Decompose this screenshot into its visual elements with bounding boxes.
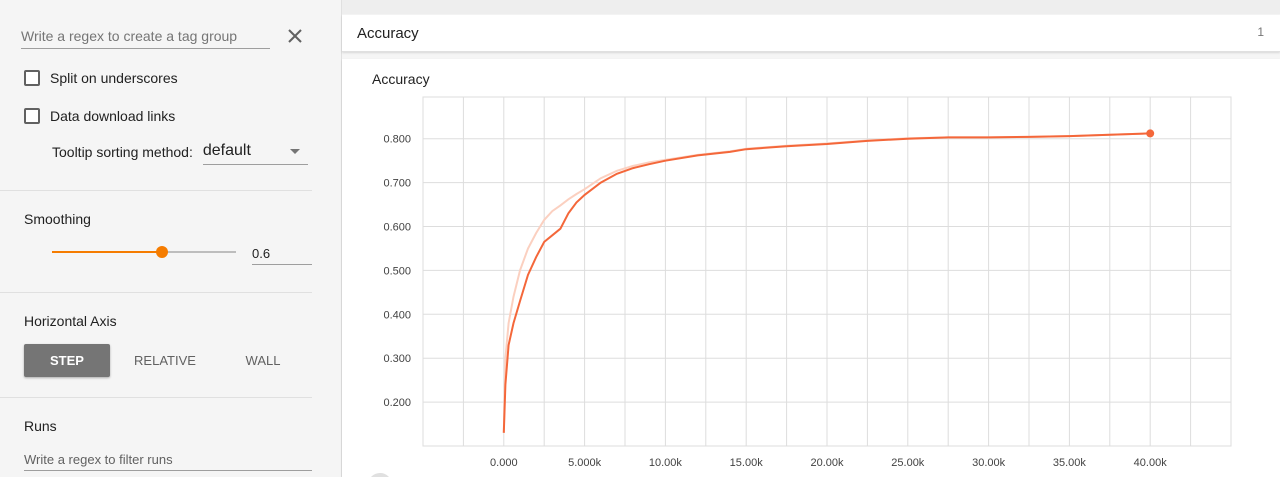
x-tick-label: 40.00k (1134, 457, 1168, 469)
tooltip-sorting-value: default (202, 141, 251, 159)
smoothing-slider[interactable] (52, 244, 236, 260)
tag-group-header[interactable]: Accuracy 1 (342, 15, 1280, 52)
chart-card: Accuracy 0.000 5.000k 10.00k 15.00k 20.00k 25… (342, 59, 1280, 477)
y-tick-label: 0.700 (383, 178, 411, 190)
axis-relative-button[interactable]: RELATIVE (134, 353, 196, 368)
smoothed-series-line (502, 132, 1151, 433)
x-tick-label: 5.000k (568, 457, 602, 469)
y-tick-label: 0.600 (383, 222, 411, 234)
expand-icon[interactable] (368, 473, 392, 477)
x-tick-label: 30.00k (972, 457, 1006, 469)
y-tick-label: 0.800 (383, 134, 411, 146)
x-tick-label: 15.00k (730, 457, 764, 469)
axis-wall-button[interactable]: WALL (245, 353, 281, 368)
x-tick-label: 35.00k (1053, 457, 1087, 469)
tooltip-sorting-row: Tooltip sorting method: default (52, 140, 308, 165)
y-tick-label: 0.200 (383, 397, 411, 409)
close-icon[interactable] (285, 26, 305, 46)
data-download-links-label: Data download links (50, 108, 176, 124)
split-on-underscores-label: Split on underscores (50, 70, 178, 86)
accuracy-chart[interactable]: 0.000 5.000k 10.00k 15.00k 20.00k 25.00k 30.00… (342, 59, 1280, 477)
tooltip-sorting-label: Tooltip sorting method: (52, 144, 193, 160)
checkbox-icon[interactable] (24, 108, 40, 124)
divider (0, 190, 312, 191)
y-tick-label: 0.500 (383, 265, 411, 277)
x-tick-label: 25.00k (891, 457, 925, 469)
chart-title: Accuracy (372, 71, 430, 87)
x-tick-label: 10.00k (649, 457, 683, 469)
slider-fill (52, 251, 163, 253)
smoothing-title: Smoothing (24, 211, 91, 227)
top-strip (342, 0, 1280, 14)
runs-filter-input[interactable] (24, 448, 312, 471)
divider (0, 292, 312, 293)
tag-regex-row (21, 18, 311, 50)
y-tick-label: 0.400 (383, 309, 411, 321)
sidebar: Split on underscores Data download links… (0, 0, 342, 477)
chevron-down-icon (289, 148, 300, 154)
tag-group-title: Accuracy (357, 25, 419, 42)
smoothing-value-input[interactable] (252, 242, 312, 265)
slider-thumb[interactable] (156, 246, 169, 258)
x-tick-label: 0.000 (490, 457, 518, 469)
runs-title: Runs (24, 418, 57, 434)
x-tick-label: 20.00k (810, 457, 844, 469)
axis-step-button[interactable]: STEP (24, 344, 110, 377)
divider (0, 397, 312, 398)
data-download-links-checkbox[interactable]: Data download links (24, 106, 175, 126)
checkbox-icon[interactable] (24, 70, 40, 86)
tooltip-sorting-select[interactable]: default (202, 140, 308, 165)
split-on-underscores-checkbox[interactable]: Split on underscores (24, 68, 178, 88)
last-point-marker (1146, 129, 1155, 138)
tag-regex-input[interactable] (21, 24, 270, 49)
y-tick-label: 0.300 (383, 353, 411, 365)
horizontal-axis-title: Horizontal Axis (24, 313, 117, 329)
tag-group-count: 1 (1257, 25, 1264, 39)
